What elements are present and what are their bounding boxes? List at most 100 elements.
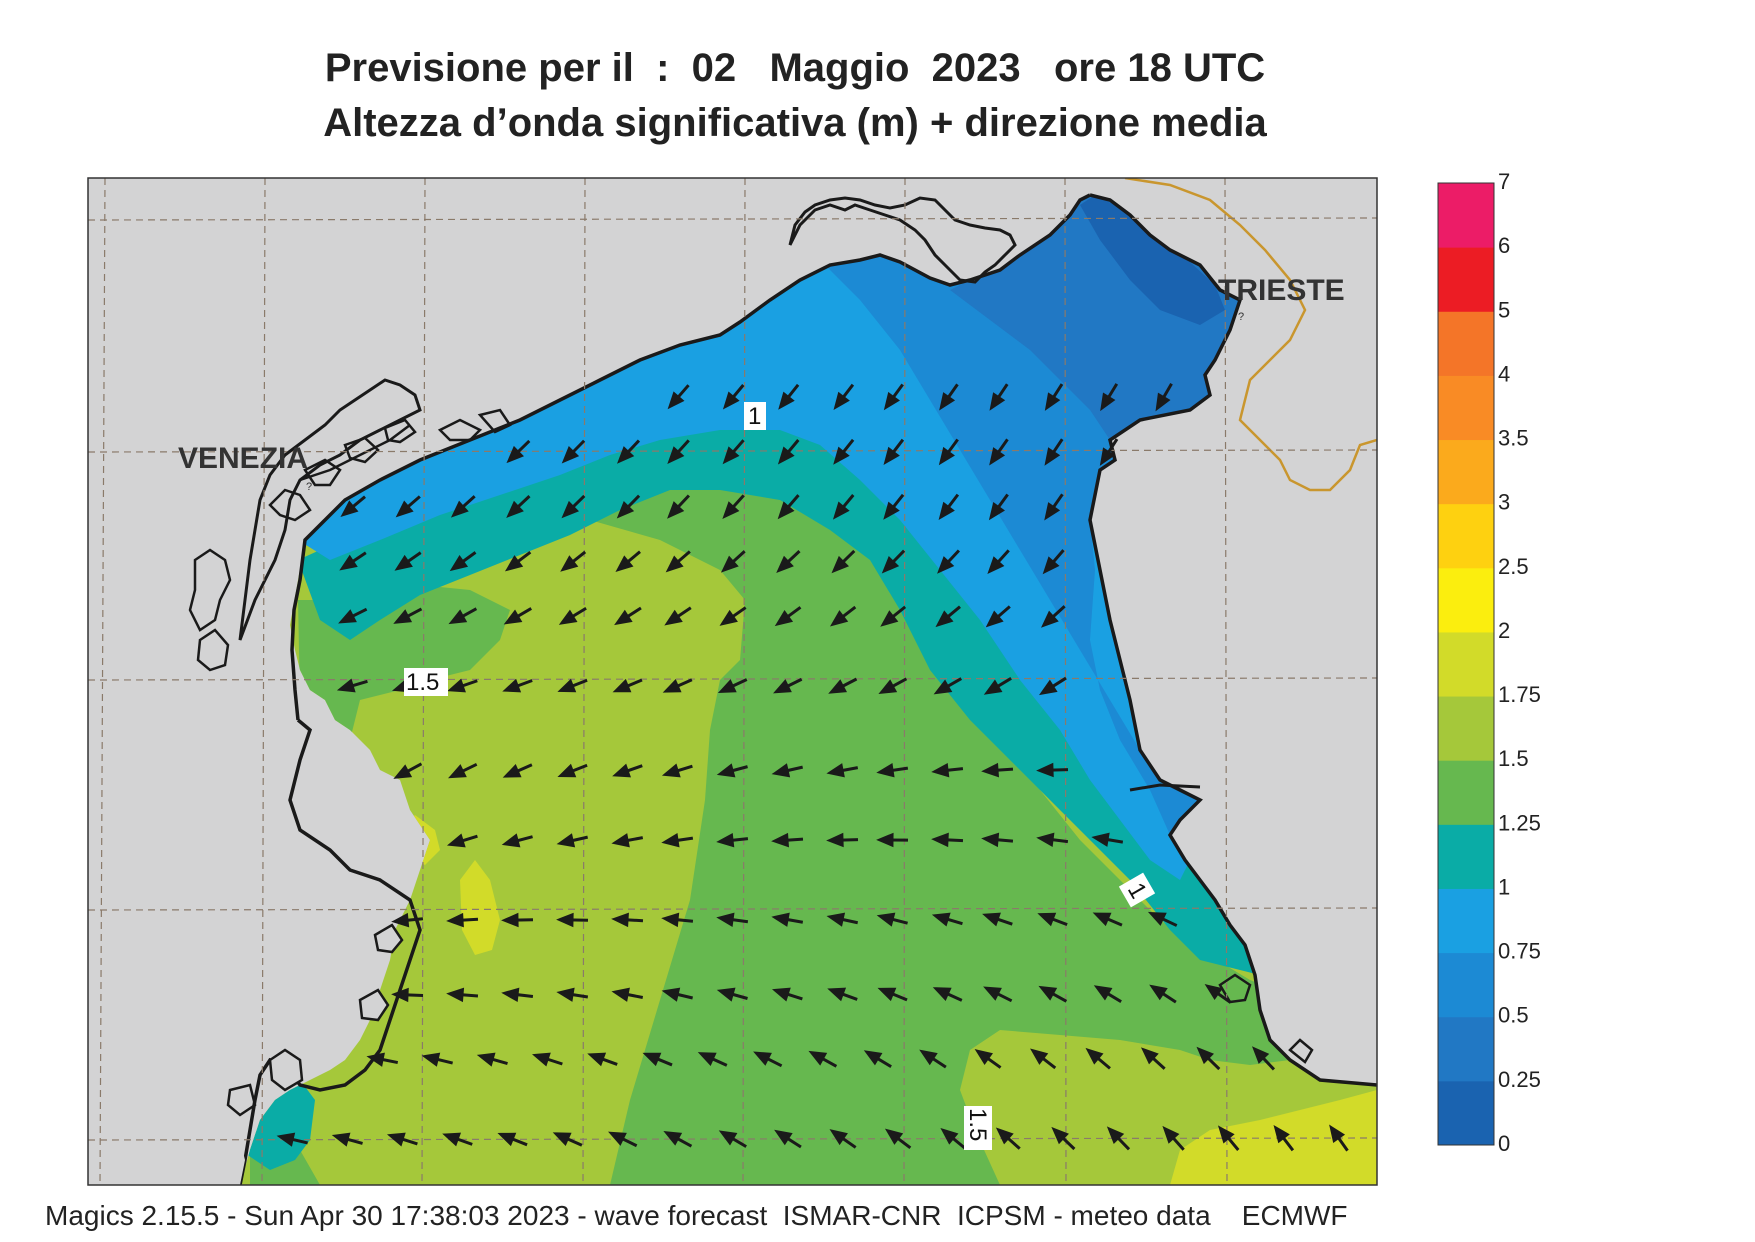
wave-arrow (561, 439, 586, 464)
wave-arrow (556, 912, 589, 928)
wave-arrow (667, 439, 690, 465)
wave-arrow (776, 550, 801, 573)
wave-arrow (611, 833, 644, 848)
wave-arrow (664, 606, 692, 626)
wave-arrow (1042, 549, 1065, 575)
east-coast-land (1090, 178, 1377, 1080)
wave-arrow (1149, 984, 1177, 1004)
wave-arrow (883, 383, 904, 411)
wave-arrow (937, 549, 960, 574)
wave-arrow (557, 763, 588, 778)
colorbar-swatch (1438, 760, 1494, 825)
wave-arrow (829, 605, 857, 627)
wave-arrow (722, 439, 745, 465)
wave-arrow (826, 912, 859, 927)
wave-arrow (753, 1051, 783, 1068)
wave-arrow (722, 494, 745, 520)
colorbar-swatch (1438, 1016, 1494, 1082)
wave-arrow (940, 1128, 966, 1150)
wave-arrow (339, 551, 367, 571)
wave-arrow (506, 439, 531, 464)
wave-arrow (1044, 438, 1064, 466)
wave-arrow (876, 912, 908, 927)
wave-arrow (661, 833, 694, 848)
wave-arrow (1092, 912, 1123, 927)
wave-arrow (1036, 832, 1069, 848)
colorbar-swatch (1438, 1080, 1494, 1146)
state-border (1124, 178, 1377, 492)
wave-arrow (1162, 1125, 1185, 1151)
wave-arrow (501, 912, 534, 928)
wave-arrow (616, 494, 641, 519)
wave-arrow (933, 677, 963, 695)
colorbar-tick-label: 4 (1498, 361, 1510, 386)
wave-arrow (503, 607, 532, 625)
contour-label: 1 (744, 402, 766, 430)
colorbar-swatch (1438, 311, 1494, 376)
wave-arrow (449, 551, 477, 572)
wave-arrow (880, 605, 907, 627)
wave-arrow (1217, 1125, 1240, 1151)
wave-arrow (831, 549, 856, 574)
wave-arrow (985, 605, 1011, 628)
wave-arrow (989, 383, 1009, 411)
wave-arrow (982, 912, 1013, 927)
colorbar-tick-label: 0.5 (1498, 1003, 1529, 1028)
wave-arrow (719, 606, 747, 626)
colorbar-tick-label: 7 (1498, 169, 1510, 194)
wave-arrow (561, 494, 586, 519)
south-west-coastline (238, 718, 422, 1185)
colorbar-tick-label: 1 (1498, 874, 1510, 899)
map-title-line-2: Altezza d’onda significativa (m) + direz… (323, 101, 1267, 145)
wave-arrow (718, 1130, 747, 1148)
colorbar-tick-label: 1.5 (1498, 746, 1529, 771)
wave-arrow (983, 677, 1012, 695)
wave-arrow (336, 678, 368, 693)
wave-arrow (276, 1132, 309, 1147)
wave-arrow (501, 987, 534, 1003)
wave-arrow (697, 1052, 728, 1067)
colorbar-tick-label: 5 (1498, 297, 1510, 322)
wave-arrow (828, 677, 858, 694)
wave-arrow (667, 494, 690, 519)
wave-arrow (612, 763, 643, 778)
wave-arrow (1030, 1048, 1057, 1070)
wave-arrow (778, 383, 800, 410)
wave-arrow (421, 1052, 453, 1067)
wave-arrow (552, 1132, 583, 1147)
wave-arrow (988, 493, 1009, 521)
wave-arrow (863, 1050, 892, 1068)
sea-band-1-75 (460, 860, 500, 955)
wave-arrow (450, 495, 476, 518)
east-coastline (1088, 193, 1377, 1087)
wave-arrow (663, 1131, 693, 1148)
wave-arrow (662, 678, 693, 693)
wave-arrow (1037, 912, 1068, 927)
wave-arrow (931, 832, 964, 848)
wave-arrow (642, 1052, 673, 1067)
sea-band-0-00 (1080, 195, 1225, 325)
wave-arrow (448, 762, 478, 779)
wave-arrow (611, 987, 644, 1002)
wave-arrow (665, 550, 691, 573)
wave-arrow (974, 1049, 1002, 1069)
colorbar-swatch (1438, 888, 1494, 954)
wave-arrow (808, 1050, 838, 1068)
wave-arrow (919, 1049, 947, 1069)
wave-arrow (716, 832, 749, 848)
wave-arrow (1204, 984, 1232, 1004)
wave-arrow (617, 439, 641, 464)
wave-arrow (446, 833, 478, 848)
wave-arrow (1329, 1124, 1349, 1152)
wave-arrow (476, 1052, 508, 1067)
svg-text:1.5: 1.5 (964, 1108, 991, 1141)
wave-arrow (932, 987, 963, 1002)
wave-arrow (876, 763, 909, 778)
colorbar-swatch (1438, 503, 1494, 569)
svg-text:1.5: 1.5 (406, 669, 439, 696)
wave-arrow (386, 1132, 418, 1147)
wave-arrow (338, 607, 368, 624)
colorbar-tick-label: 2.5 (1498, 554, 1529, 579)
colorbar-tick-label: 3.5 (1498, 426, 1529, 451)
wave-arrow (716, 912, 749, 927)
